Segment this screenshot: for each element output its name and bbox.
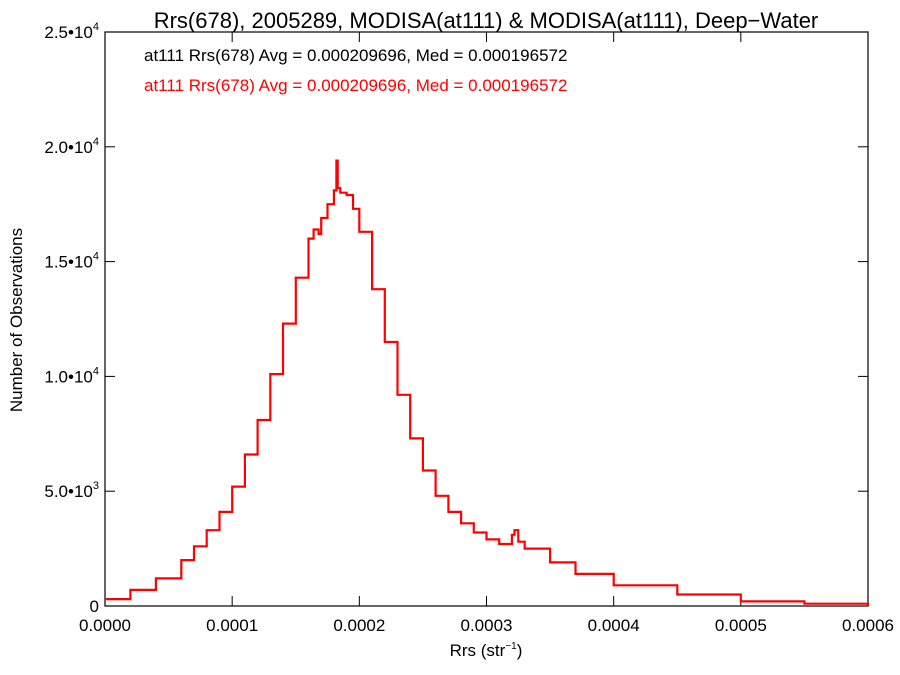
x-tick-label: 0.0004 bbox=[588, 616, 640, 635]
y-tick-label: 1.0•104 bbox=[44, 365, 99, 386]
series-layer bbox=[105, 159, 870, 606]
x-tick-label: 0.0001 bbox=[206, 616, 258, 635]
legend-entry-red: at111 Rrs(678) Avg = 0.000209696, Med = … bbox=[144, 76, 567, 95]
x-tick-label: 0.0006 bbox=[842, 616, 894, 635]
x-tick-label: 0.0002 bbox=[333, 616, 385, 635]
x-tick-label: 0.0005 bbox=[715, 616, 767, 635]
y-tick-label: 5.0•103 bbox=[44, 480, 99, 501]
x-axis-label: Rrs (str−1) bbox=[450, 641, 523, 660]
y-tick-label: 2.5•104 bbox=[44, 21, 99, 42]
x-axis-ticks: 0.0000 0.0001 0.0002 0.0003 0.0004 0.0005 0.00… bbox=[79, 32, 894, 635]
chart-title: Rrs(678), 2005289, MODISA(at111) & MODIS… bbox=[154, 8, 819, 33]
histogram-series-0 bbox=[105, 159, 870, 606]
y-tick-label: 0 bbox=[90, 597, 99, 616]
y-axis-label: Number of Observations bbox=[7, 228, 26, 412]
y-tick-label: 1.5•104 bbox=[44, 251, 99, 272]
legend-entry-black: at111 Rrs(678) Avg = 0.000209696, Med = … bbox=[144, 46, 567, 65]
x-tick-label: 0.0000 bbox=[79, 616, 131, 635]
y-axis-ticks: 0 5.0•103 1.0•104 1.5•104 2.0•104 2.5•104 bbox=[44, 21, 868, 616]
y-tick-label: 2.0•104 bbox=[44, 136, 99, 157]
x-tick-label: 0.0003 bbox=[461, 616, 513, 635]
